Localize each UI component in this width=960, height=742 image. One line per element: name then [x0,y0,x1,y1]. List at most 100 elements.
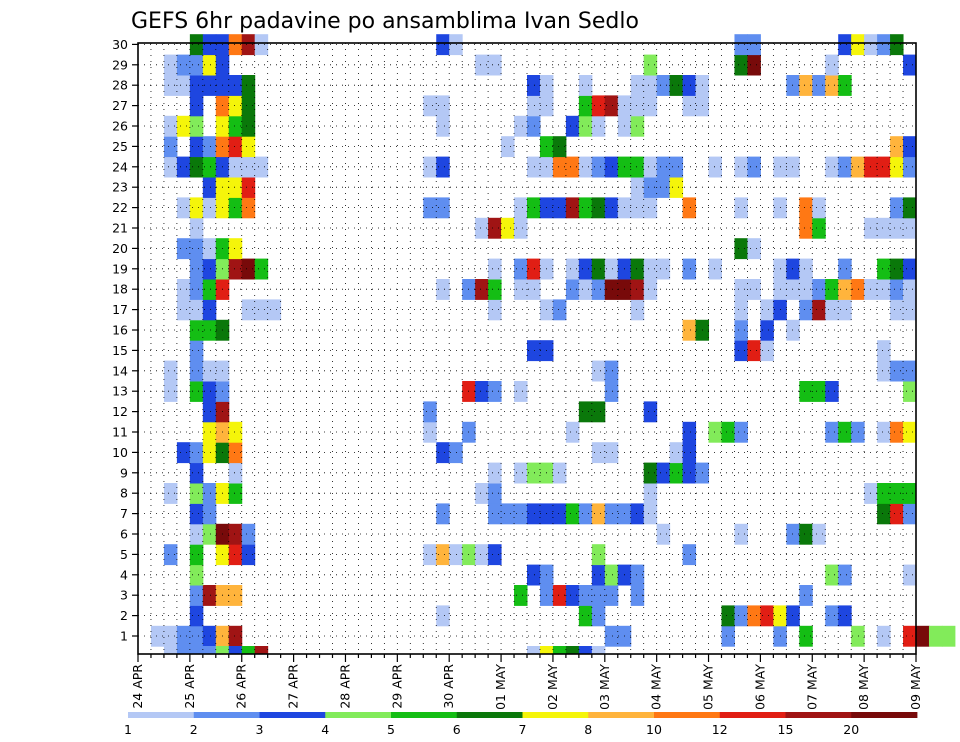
cell [890,483,904,504]
cell [436,544,450,566]
cell [591,544,606,566]
cell [643,197,658,219]
cell [527,646,541,654]
colorbar-swatch [456,712,523,718]
cell [202,401,217,423]
cell [189,299,204,321]
cell [241,34,256,56]
cell [682,442,697,464]
cell [202,585,217,606]
cell [682,75,697,96]
cell [202,54,217,76]
cell [189,483,204,504]
cell [475,381,489,402]
cell [669,177,684,198]
cell [890,279,904,300]
cell [241,544,256,566]
colorbar-swatch [785,712,852,718]
cell [656,177,671,198]
cell [877,625,891,647]
cell [176,54,191,76]
y-tick-label: 17 [112,302,128,317]
cell [669,75,684,96]
cell [189,544,204,566]
cell [747,605,761,627]
cell [565,503,580,525]
cell [163,544,178,566]
cell [630,279,645,300]
colorbar-label: 4 [321,722,329,737]
cell [527,115,541,137]
cell [591,585,606,606]
cell [604,503,619,525]
cell [189,442,204,464]
cell [799,299,813,321]
cell [202,421,217,443]
colorbar-swatch [391,712,458,718]
cell [786,156,800,178]
y-tick-label: 2 [120,608,128,623]
cell [578,95,593,117]
cell [163,136,178,158]
colorbar-swatch [719,712,786,718]
cell [643,54,658,76]
cell [228,95,243,117]
cell [890,136,904,158]
x-tick-label: 05 MAY [701,664,716,710]
colorbar-swatch [325,712,392,718]
cell [825,421,839,443]
cell [630,503,645,525]
cell [527,95,541,117]
cell [189,279,204,300]
cell [643,462,658,484]
cell [747,34,761,56]
y-tick-label: 9 [120,465,128,480]
cell [189,340,204,362]
cell [812,381,826,402]
colorbar-label: 15 [778,722,794,737]
cell [799,75,813,96]
y-tick-label: 29 [112,57,128,72]
cell [604,564,619,586]
cell [423,401,437,423]
cell [202,238,217,260]
cell [228,585,243,606]
cell [877,34,891,56]
cell [475,279,489,300]
y-tick-label: 4 [120,567,128,582]
cell [488,54,502,76]
cell [825,156,839,178]
cell [838,75,852,96]
cell [436,34,450,56]
cell [812,523,826,545]
y-tick-label: 13 [112,384,128,399]
cell [527,258,541,280]
cell [176,238,191,260]
cell [527,75,541,96]
colorbar-label: 5 [387,722,395,737]
cell [838,564,852,586]
cell [578,75,593,96]
cell [760,299,774,321]
cell [630,585,645,606]
cell [669,156,684,178]
colorbar-label: 20 [843,722,859,737]
cell [163,115,178,137]
cell [851,421,865,443]
cell [682,544,697,566]
cell [877,217,891,239]
y-tick-label: 25 [112,139,128,154]
cell [565,585,580,606]
cell [682,421,697,443]
cell [228,544,243,566]
cell [475,483,489,504]
cell [578,605,593,627]
cell [656,523,671,545]
cell [786,279,800,300]
cell [163,75,178,96]
cell [643,95,658,117]
cell [643,177,658,198]
colorbar-swatch [522,712,589,718]
cell [877,258,891,280]
cell [799,279,813,300]
